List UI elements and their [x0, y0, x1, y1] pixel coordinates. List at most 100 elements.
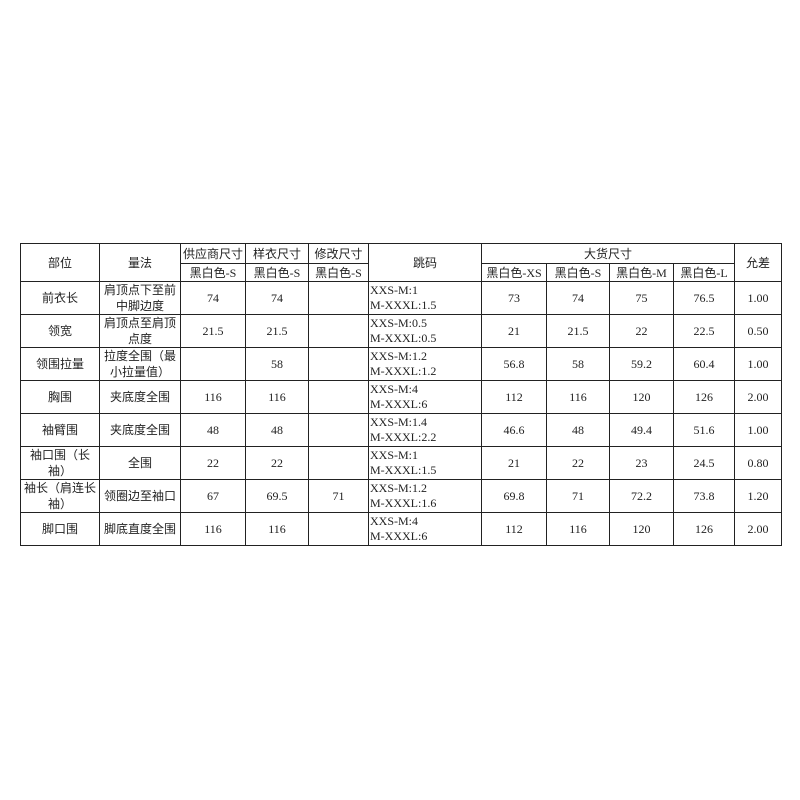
- cell-xs: 21: [481, 446, 547, 480]
- cell-l: 60.4: [672, 347, 736, 381]
- cell-jump: XXS-M:4 M-XXXL:6: [368, 380, 482, 414]
- cell-xs: 21: [481, 314, 547, 348]
- cell-jump: XXS-M:1.4 M-XXXL:2.2: [368, 413, 482, 447]
- cell-supplier: 74: [180, 281, 246, 315]
- cell-m: 49.4: [609, 413, 674, 447]
- cell-m: 23: [609, 446, 674, 480]
- cell-revised: [308, 347, 369, 381]
- cell-jump: XXS-M:1 M-XXXL:1.5: [368, 281, 482, 315]
- cell-m: 22: [609, 314, 674, 348]
- jump-line: XXS-M:4: [370, 382, 419, 396]
- cell-method: 肩顶点下至前中脚边度: [99, 281, 181, 315]
- cell-part: 领宽: [20, 314, 100, 348]
- table-row: 胸围 夹底度全围 116 116 XXS-M:4 M-XXXL:6 112 116 120 126…: [20, 380, 783, 414]
- cell-revised: [308, 380, 369, 414]
- cell-s: 71: [546, 479, 610, 513]
- header-bulk-xs: 黑白色-XS: [481, 263, 547, 282]
- cell-tol: 2.00: [734, 512, 783, 546]
- cell-revised: [308, 314, 369, 348]
- cell-sample: 58: [245, 347, 309, 381]
- cell-supplier: [180, 347, 246, 381]
- cell-sample: 69.5: [245, 479, 309, 513]
- cell-sample: 116: [245, 512, 309, 546]
- cell-sample: 74: [245, 281, 309, 315]
- header-supplier-sub: 黑白色-S: [180, 263, 246, 282]
- cell-tol: 0.80: [734, 446, 783, 480]
- header-part: 部位: [20, 243, 100, 282]
- cell-sample: 48: [245, 413, 309, 447]
- cell-xs: 56.8: [481, 347, 547, 381]
- cell-m: 120: [609, 380, 674, 414]
- jump-line: M-XXXL:6: [370, 529, 428, 543]
- table-row: 袖口围（长袖） 全围 22 22 XXS-M:1 M-XXXL:1.5 21 22 23 24.5…: [20, 446, 783, 480]
- header-supplier: 供应商尺寸: [180, 243, 246, 264]
- cell-part: 胸围: [20, 380, 100, 414]
- cell-l: 126: [672, 380, 736, 414]
- header-row-1: 部位 量法 供应商尺寸 样衣尺寸 修改尺寸 跳码 大货尺寸 允差: [20, 243, 783, 282]
- jump-line: M-XXXL:0.5: [370, 331, 437, 345]
- jump-line: XXS-M:1.2: [370, 481, 428, 495]
- cell-s: 58: [546, 347, 610, 381]
- table-row: 脚口围 脚底直度全围 116 116 XXS-M:4 M-XXXL:6 112 116 120 1…: [20, 512, 783, 546]
- cell-revised: [308, 446, 369, 480]
- cell-s: 48: [546, 413, 610, 447]
- jump-line: M-XXXL:1.5: [370, 298, 437, 312]
- table-row: 袖长（肩连长袖） 领圈边至袖口 67 69.5 71 XXS-M:1.2 M-XXXL:1.…: [20, 479, 783, 513]
- table-row: 前衣长 肩顶点下至前中脚边度 74 74 XXS-M:1 M-XXXL:1.5 73 74 75…: [20, 281, 783, 315]
- cell-method: 全围: [99, 446, 181, 480]
- header-jump: 跳码: [368, 243, 482, 282]
- cell-method: 夹底度全围: [99, 380, 181, 414]
- jump-line: XXS-M:4: [370, 514, 419, 528]
- cell-jump: XXS-M:4 M-XXXL:6: [368, 512, 482, 546]
- header-sample: 样衣尺寸: [245, 243, 309, 264]
- cell-supplier: 21.5: [180, 314, 246, 348]
- header-bulk-m: 黑白色-M: [609, 263, 674, 282]
- cell-xs: 69.8: [481, 479, 547, 513]
- cell-revised: [308, 512, 369, 546]
- jump-line: XXS-M:1: [370, 283, 419, 297]
- table-row: 袖臂围 夹底度全围 48 48 XXS-M:1.4 M-XXXL:2.2 46.6 48 49.…: [20, 413, 783, 447]
- jump-line: XXS-M:1.4: [370, 415, 428, 429]
- cell-s: 22: [546, 446, 610, 480]
- table-row: 领宽 肩顶点至肩顶点度 21.5 21.5 XXS-M:0.5 M-XXXL:0.5 21 2…: [20, 314, 783, 348]
- cell-jump: XXS-M:1.2 M-XXXL:1.6: [368, 479, 482, 513]
- header-revised: 修改尺寸: [308, 243, 369, 264]
- header-bulk-l: 黑白色-L: [672, 263, 736, 282]
- cell-s: 116: [546, 512, 610, 546]
- cell-supplier: 67: [180, 479, 246, 513]
- cell-s: 74: [546, 281, 610, 315]
- cell-part: 脚口围: [20, 512, 100, 546]
- cell-revised: 71: [308, 479, 369, 513]
- cell-sample: 21.5: [245, 314, 309, 348]
- cell-part: 袖口围（长袖）: [20, 446, 100, 480]
- jump-line: M-XXXL:1.2: [370, 364, 437, 378]
- cell-supplier: 116: [180, 380, 246, 414]
- cell-sample: 116: [245, 380, 309, 414]
- cell-revised: [308, 413, 369, 447]
- cell-method: 脚底直度全围: [99, 512, 181, 546]
- cell-m: 75: [609, 281, 674, 315]
- cell-m: 72.2: [609, 479, 674, 513]
- jump-line: M-XXXL:2.2: [370, 430, 437, 444]
- jump-line: XXS-M:0.5: [370, 316, 428, 330]
- jump-line: XXS-M:1: [370, 448, 419, 462]
- table-row: 领围拉量 拉度全围（最小拉量值） 58 XXS-M:1.2 M-XXXL:1.2 56.8…: [20, 347, 783, 381]
- cell-part: 领围拉量: [20, 347, 100, 381]
- cell-jump: XXS-M:1 M-XXXL:1.5: [368, 446, 482, 480]
- cell-xs: 73: [481, 281, 547, 315]
- cell-l: 22.5: [672, 314, 736, 348]
- cell-l: 73.8: [672, 479, 736, 513]
- cell-sample: 22: [245, 446, 309, 480]
- cell-method: 拉度全围（最小拉量值）: [99, 347, 181, 381]
- cell-tol: 1.00: [734, 347, 783, 381]
- cell-l: 126: [672, 512, 736, 546]
- cell-l: 76.5: [672, 281, 736, 315]
- cell-supplier: 22: [180, 446, 246, 480]
- cell-l: 24.5: [672, 446, 736, 480]
- header-revised-sub: 黑白色-S: [308, 263, 369, 282]
- header-bulk-s: 黑白色-S: [546, 263, 610, 282]
- cell-part: 袖长（肩连长袖）: [20, 479, 100, 513]
- header-bulk: 大货尺寸: [480, 243, 736, 264]
- cell-xs: 46.6: [481, 413, 547, 447]
- cell-supplier: 48: [180, 413, 246, 447]
